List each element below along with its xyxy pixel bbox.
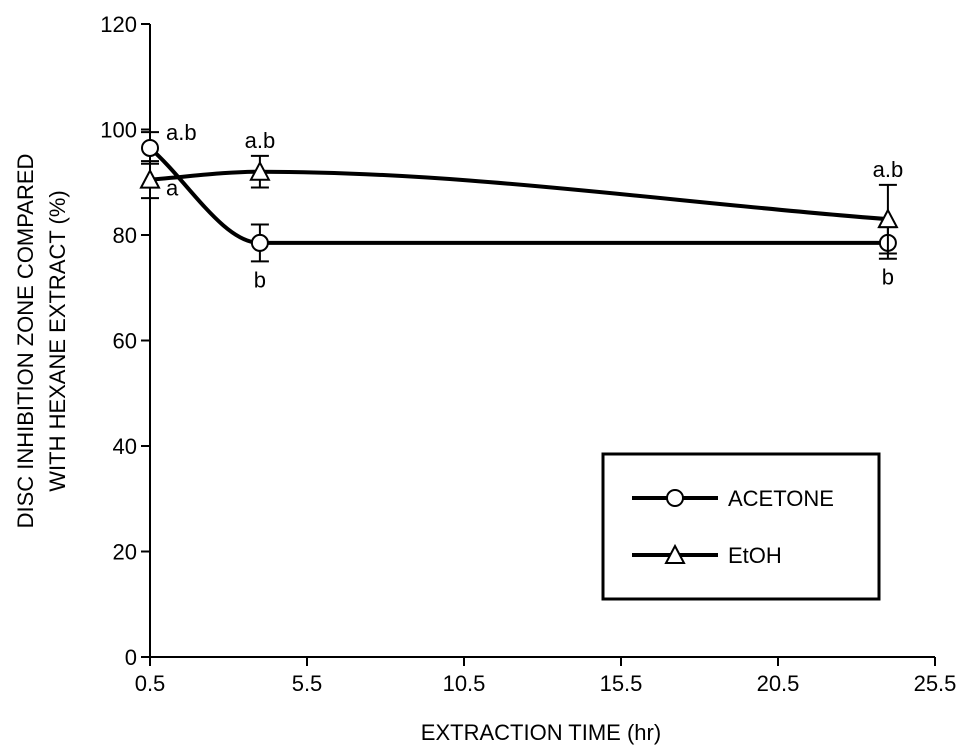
y-tick-label: 20	[113, 540, 137, 565]
y-tick-label: 60	[113, 329, 137, 354]
significance-label-etoh: a	[166, 176, 179, 201]
significance-label-etoh: a.b	[245, 128, 276, 153]
x-tick-label: 5.5	[292, 671, 323, 696]
x-tick-label: 10.5	[443, 671, 486, 696]
y-axis-title-line-1: DISC INHIBITION ZONE COMPARED	[13, 154, 38, 529]
y-tick-label: 40	[113, 434, 137, 459]
significance-label-acetone: a.b	[166, 120, 197, 145]
data-point-acetone	[142, 140, 158, 156]
point-annotations: a.b b b a a.b a.b	[166, 120, 903, 292]
x-tick-label: 25.5	[914, 671, 957, 696]
legend-circle-marker	[667, 490, 683, 506]
y-tick-label: 80	[113, 223, 137, 248]
data-point-acetone	[252, 235, 268, 251]
y-axis-title-line-2: WITH HEXANE EXTRACT (%)	[45, 190, 70, 492]
legend: ACETONE EtOH	[603, 454, 879, 599]
y-tick-label: 120	[100, 12, 137, 37]
legend-box	[603, 454, 879, 599]
legend-label-acetone: ACETONE	[728, 486, 834, 511]
y-tick-label: 0	[125, 645, 137, 670]
significance-label-acetone: b	[882, 265, 894, 290]
y-tick-label: 100	[100, 118, 137, 143]
x-tick-label: 0.5	[135, 671, 166, 696]
x-tick-label: 15.5	[600, 671, 643, 696]
significance-label-acetone: b	[254, 267, 266, 292]
x-tick-label: 20.5	[757, 671, 800, 696]
x-axis-title: EXTRACTION TIME (hr)	[421, 720, 661, 745]
significance-label-etoh: a.b	[873, 157, 904, 182]
legend-label-etoh: EtOH	[728, 543, 782, 568]
